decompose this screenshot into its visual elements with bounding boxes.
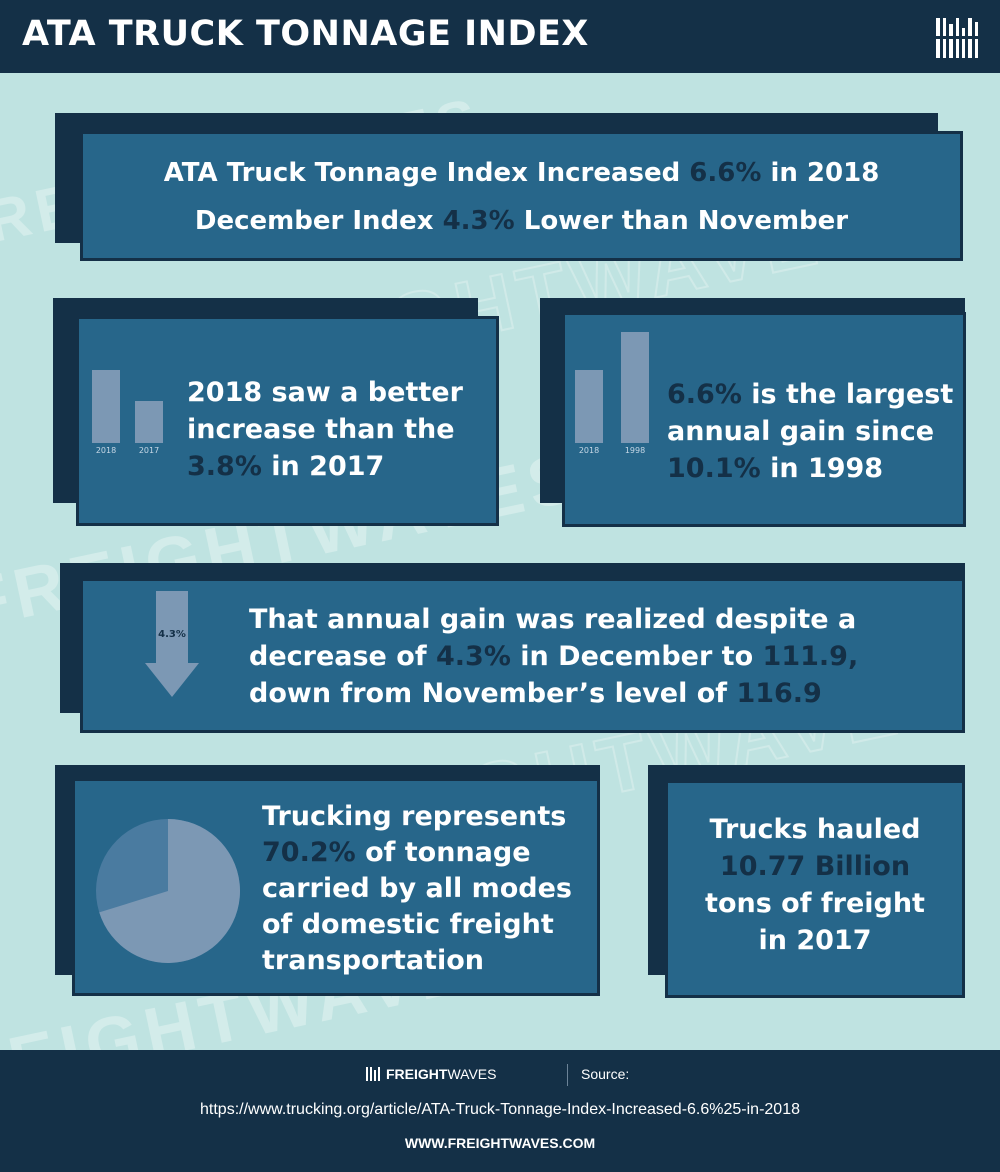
down-arrow-icon <box>145 591 199 697</box>
card-share-text: Trucking represents 70.2% of tonnage car… <box>262 799 572 979</box>
card-text: is the largest <box>741 379 954 410</box>
headline-text: ATA Truck Tonnage Index Increased <box>163 158 690 188</box>
card-1998: 2018 1998 6.6% is the largest annual gain… <box>562 312 966 527</box>
card-december: 4.3% That annual gain was realized despi… <box>80 578 965 733</box>
headline-highlight: 6.6% <box>689 158 762 188</box>
card-text-line: tons of freight <box>705 888 925 919</box>
card-text-line: decrease of 4.3% in December to 111.9, <box>249 638 858 675</box>
highlight-value: 10.1% <box>667 453 761 484</box>
headline-line-1: ATA Truck Tonnage Index Increased 6.6% i… <box>83 158 960 188</box>
mini-bar <box>92 370 120 443</box>
footer-divider <box>567 1064 568 1086</box>
mini-bar <box>135 401 163 443</box>
footer-brand: FREIGHTWAVES <box>386 1066 496 1082</box>
card-text-line: carried by all modes <box>262 873 572 904</box>
card-text-line: 2018 saw a better <box>187 377 463 408</box>
pie-slice-trucking <box>99 819 240 963</box>
card-text-line: of domestic freight <box>262 909 554 940</box>
mini-bar-label: 2018 <box>95 446 117 455</box>
highlight-value: 116.9 <box>736 678 822 709</box>
headline-text: Lower than November <box>514 206 849 236</box>
card-text-line: 70.2% of tonnage <box>262 835 572 871</box>
card-text-line: Trucking represents <box>262 801 567 832</box>
highlight-value: 6.6% <box>667 379 742 410</box>
headline-line-2: December Index 4.3% Lower than November <box>83 206 960 236</box>
mini-bar-label: 2018 <box>578 446 600 455</box>
card-2017: 2018 2017 2018 saw a better increase than… <box>76 316 499 526</box>
mini-bar <box>621 331 649 443</box>
card-text-line: in 2017 <box>758 925 872 956</box>
mini-bar-label: 2017 <box>138 446 160 455</box>
freightwaves-logo-icon <box>936 18 978 58</box>
highlight-value: 70.2% <box>262 837 356 868</box>
card-text-line: Trucks hauled <box>709 814 921 845</box>
headline-highlight: 4.3% <box>442 206 515 236</box>
footer-site-link[interactable]: WWW.FREIGHTWAVES.COM <box>404 1135 596 1151</box>
footer-source-label: Source: <box>581 1066 630 1082</box>
headline-text: December Index <box>194 206 443 236</box>
card-hauled-text: Trucks hauled 10.77 Billion tons of frei… <box>668 811 962 959</box>
headline-card: ATA Truck Tonnage Index Increased 6.6% i… <box>80 131 963 261</box>
footer-brand-light: WAVES <box>447 1066 497 1082</box>
card-1998-text: 6.6% is the largest annual gain since 10… <box>667 376 953 487</box>
down-arrow-label: 4.3% <box>158 629 186 640</box>
mini-bar-label: 1998 <box>624 446 646 455</box>
card-share: Trucking represents 70.2% of tonnage car… <box>72 778 600 996</box>
page-title: ATA TRUCK TONNAGE INDEX <box>22 14 589 54</box>
highlight-value: 111.9, <box>762 641 859 672</box>
card-text-line: annual gain since <box>667 416 935 447</box>
card-text-line: 10.1% in 1998 <box>667 450 953 487</box>
freightwaves-footer-logo-icon <box>366 1067 380 1081</box>
card-text-line: transportation <box>262 945 484 976</box>
card-text-line: That annual gain was realized despite a <box>249 604 857 635</box>
card-text-line: down from November’s level of 116.9 <box>249 675 858 712</box>
share-pie-chart <box>96 819 240 963</box>
highlight-value: 3.8% <box>187 451 262 482</box>
card-text: in December to <box>510 641 763 672</box>
highlight-value: 4.3% <box>435 641 511 672</box>
card-text: in 1998 <box>760 453 884 484</box>
mini-bar <box>575 370 603 443</box>
card-hauled: Trucks hauled 10.77 Billion tons of frei… <box>665 780 965 998</box>
card-text-line: 6.6% is the largest <box>667 376 953 413</box>
footer: FREIGHTWAVES Source: https://www.truckin… <box>0 1050 1000 1172</box>
header-bar: ATA TRUCK TONNAGE INDEX <box>0 0 1000 73</box>
card-text: in 2017 <box>261 451 385 482</box>
card-december-text: That annual gain was realized despite a … <box>249 601 858 712</box>
card-text-line: 3.8% in 2017 <box>187 448 463 485</box>
footer-brand-bold: FREIGHT <box>386 1066 448 1082</box>
card-text: of tonnage <box>355 837 531 868</box>
card-text: down from November’s level of <box>249 678 737 709</box>
headline-text: in 2018 <box>761 158 880 188</box>
card-2017-text: 2018 saw a better increase than the 3.8%… <box>187 374 463 485</box>
card-text-line: increase than the <box>187 414 455 445</box>
highlight-value: 10.77 Billion <box>719 851 911 882</box>
footer-source-url[interactable]: https://www.trucking.org/article/ATA-Tru… <box>200 1101 800 1118</box>
card-text: decrease of <box>249 641 436 672</box>
